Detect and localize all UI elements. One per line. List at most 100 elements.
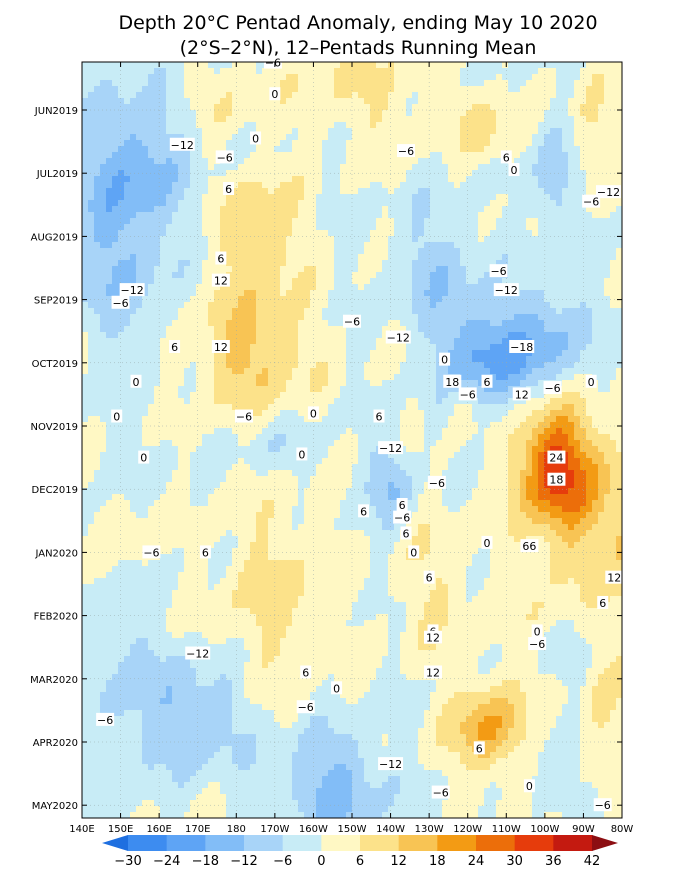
- heatmap-cell: [328, 290, 335, 297]
- heatmap-cell: [616, 122, 622, 129]
- heatmap-cell: [394, 344, 401, 351]
- heatmap-cell: [208, 74, 215, 81]
- heatmap-cell: [346, 110, 353, 117]
- heatmap-cell: [526, 80, 533, 87]
- heatmap-cell: [238, 146, 245, 153]
- heatmap-cell: [604, 344, 611, 351]
- heatmap-cell: [544, 134, 551, 141]
- heatmap-cell: [196, 212, 203, 219]
- heatmap-cell: [202, 200, 209, 207]
- heatmap-cell: [106, 356, 113, 363]
- heatmap-cell: [280, 248, 287, 255]
- heatmap-cell: [220, 308, 227, 315]
- heatmap-cell: [544, 170, 551, 177]
- heatmap-cell: [148, 392, 155, 399]
- heatmap-cell: [148, 74, 155, 81]
- heatmap-cell: [262, 236, 269, 243]
- heatmap-cell: [280, 68, 287, 75]
- heatmap-cell: [616, 158, 622, 165]
- heatmap-cell: [496, 134, 503, 141]
- heatmap-cell: [454, 68, 461, 75]
- heatmap-cell: [190, 368, 197, 375]
- heatmap-cell: [166, 116, 173, 123]
- heatmap-cell: [442, 164, 449, 171]
- heatmap-cell: [352, 284, 359, 291]
- heatmap-cell: [166, 140, 173, 147]
- heatmap-cell: [178, 236, 185, 243]
- heatmap-cell: [472, 212, 479, 219]
- heatmap-cell: [394, 140, 401, 147]
- heatmap-cell: [610, 86, 617, 93]
- heatmap-cell: [322, 176, 329, 183]
- heatmap-cell: [292, 338, 299, 345]
- heatmap-cell: [100, 152, 107, 159]
- heatmap-cell: [586, 338, 593, 345]
- heatmap-cell: [232, 290, 239, 297]
- heatmap-cell: [580, 344, 587, 351]
- heatmap-cell: [106, 158, 113, 165]
- heatmap-cell: [616, 284, 622, 291]
- heatmap-cell: [562, 272, 569, 279]
- heatmap-cell: [160, 134, 167, 141]
- heatmap-cell: [580, 296, 587, 303]
- heatmap-cell: [568, 242, 575, 249]
- heatmap-cell: [586, 86, 593, 93]
- heatmap-cell: [550, 308, 557, 315]
- heatmap-cell: [538, 206, 545, 213]
- heatmap-cell: [484, 74, 491, 81]
- heatmap-cell: [526, 194, 533, 201]
- heatmap-cell: [82, 206, 89, 213]
- heatmap-cell: [124, 224, 131, 231]
- heatmap-cell: [406, 230, 413, 237]
- heatmap-cell: [148, 320, 155, 327]
- heatmap-cell: [208, 218, 215, 225]
- heatmap-cell: [256, 80, 263, 87]
- heatmap-cell: [232, 92, 239, 99]
- heatmap-cell: [382, 362, 389, 369]
- heatmap-cell: [124, 350, 131, 357]
- heatmap-cell: [556, 224, 563, 231]
- heatmap-cell: [574, 344, 581, 351]
- heatmap-cell: [586, 236, 593, 243]
- heatmap-cell: [490, 200, 497, 207]
- heatmap-cell: [256, 98, 263, 105]
- heatmap-cell: [610, 110, 617, 117]
- heatmap-cell: [358, 254, 365, 261]
- heatmap-cell: [610, 284, 617, 291]
- heatmap-cell: [280, 362, 287, 369]
- heatmap-cell: [532, 194, 539, 201]
- heatmap-cell: [172, 356, 179, 363]
- heatmap-cell: [346, 182, 353, 189]
- heatmap-cell: [424, 224, 431, 231]
- heatmap-cell: [592, 116, 599, 123]
- heatmap-cell: [154, 356, 161, 363]
- heatmap-cell: [202, 86, 209, 93]
- heatmap-cell: [274, 242, 281, 249]
- heatmap-cell: [226, 176, 233, 183]
- heatmap-cell: [202, 104, 209, 111]
- heatmap-cell: [124, 212, 131, 219]
- heatmap-cell: [340, 260, 347, 267]
- heatmap-cell: [532, 314, 539, 321]
- heatmap-cell: [280, 146, 287, 153]
- heatmap-cell: [88, 110, 95, 117]
- heatmap-cell: [412, 350, 419, 357]
- heatmap-cell: [394, 62, 401, 69]
- heatmap-cell: [502, 224, 509, 231]
- heatmap-cell: [412, 356, 419, 363]
- heatmap-cell: [460, 200, 467, 207]
- heatmap-cell: [538, 224, 545, 231]
- heatmap-cell: [496, 182, 503, 189]
- heatmap-cell: [94, 62, 101, 69]
- heatmap-cell: [436, 218, 443, 225]
- heatmap-cell: [538, 170, 545, 177]
- heatmap-cell: [400, 200, 407, 207]
- heatmap-cell: [598, 272, 605, 279]
- heatmap-cell: [118, 260, 125, 267]
- heatmap-cell: [394, 314, 401, 321]
- heatmap-cell: [328, 170, 335, 177]
- heatmap-cell: [160, 290, 167, 297]
- heatmap-cell: [322, 278, 329, 285]
- heatmap-cell: [148, 344, 155, 351]
- heatmap-cell: [304, 326, 311, 333]
